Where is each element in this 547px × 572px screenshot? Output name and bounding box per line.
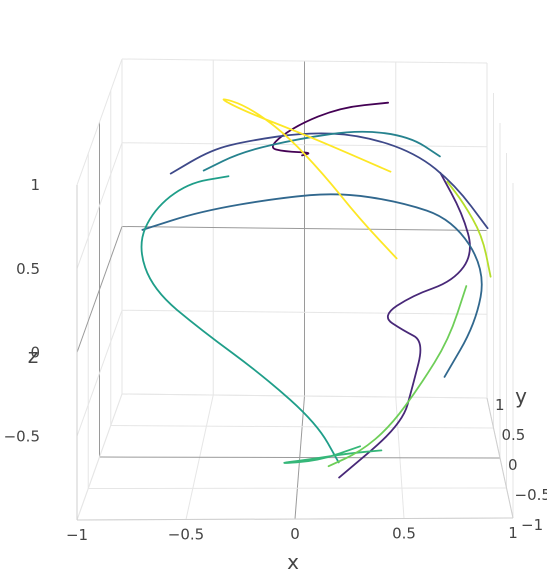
trajectory-5 <box>140 175 340 464</box>
y-tick-label: −1 <box>521 516 543 534</box>
trajectory-7 <box>327 285 468 468</box>
y-tick-label: −0.5 <box>515 486 547 504</box>
y-axis-title: y <box>515 384 527 408</box>
trajectory-layer <box>140 98 492 479</box>
floor-grid-y <box>88 487 507 489</box>
x-axis-title: x <box>287 550 299 572</box>
backwall-grid-z <box>121 226 488 231</box>
leftwall-grid-z <box>76 393 123 521</box>
trajectory-8 <box>446 180 492 278</box>
leftwall-grid-z <box>76 58 123 186</box>
backwall-grid-z <box>121 142 488 148</box>
y-tick-label: 0 <box>508 456 518 474</box>
backwall-grid-z <box>121 58 488 64</box>
leftwall-grid-z <box>76 142 123 269</box>
x-tick-label: 1 <box>508 524 518 542</box>
leftwall-grid-z <box>76 226 123 353</box>
floor-grid-y <box>99 456 501 459</box>
backwall-grid-z <box>121 309 488 315</box>
x-tick-label: 0.5 <box>392 525 416 543</box>
trajectory-1 <box>338 171 471 479</box>
z-tick-label: −0.5 <box>4 427 40 445</box>
z-tick-label: 0 <box>30 344 40 362</box>
y-axis-line <box>486 397 514 519</box>
x-axis-line <box>76 517 514 521</box>
floor-grid-y <box>110 425 494 429</box>
y-tick-label: 0.5 <box>502 426 526 444</box>
x-tick-label: −1 <box>66 526 88 544</box>
z-tick-label: 0.5 <box>16 260 40 278</box>
x-tick-label: 0 <box>290 525 300 543</box>
y-tick-label: 1 <box>495 396 505 414</box>
tick-label-layer: −1 −0.5 0 0.5 1 −1−0.500.51−0.500.51 <box>4 176 547 544</box>
trajectory-6 <box>283 445 383 464</box>
trajectory-9 <box>222 98 398 260</box>
trajectory-4 <box>202 130 441 172</box>
trajectory-2 <box>169 132 489 230</box>
z-axis-title: z <box>28 344 39 368</box>
z-tick-label: 1 <box>30 176 40 194</box>
x-tick-label: −0.5 <box>168 526 204 544</box>
trajectory-3 <box>141 193 483 378</box>
backwall-grid-z <box>121 393 488 399</box>
leftwall-grid-z <box>76 310 123 437</box>
